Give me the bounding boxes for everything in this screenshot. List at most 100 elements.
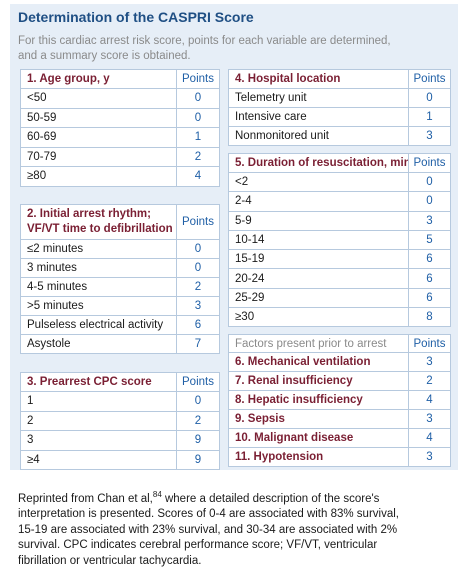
points-header: Points xyxy=(408,69,451,89)
row-points: 0 xyxy=(176,391,220,412)
row-label: 10-14 xyxy=(228,229,409,251)
row-label: ≥80 xyxy=(20,166,177,187)
row-points: 9 xyxy=(176,430,220,451)
row-points: 5 xyxy=(408,229,451,251)
footnote-text: 15-19 are associated with 23% survival, … xyxy=(18,523,398,536)
table-header-row: 3. Prearrest CPC score Points xyxy=(20,372,220,392)
row-label: 11. Hypotension xyxy=(228,447,409,467)
table-row: 5-9 3 xyxy=(228,210,451,231)
hospital-location-table: 4. Hospital location Points Telemetry un… xyxy=(228,69,451,146)
table-row: 10-14 5 xyxy=(228,229,451,251)
footnote-text: fibrillation or ventricular tachycardia. xyxy=(18,554,202,567)
row-label: 10. Malignant disease xyxy=(228,428,409,448)
table-row: 6. Mechanical ventilation 3 xyxy=(228,352,451,372)
row-points: 9 xyxy=(176,449,220,470)
row-points: 0 xyxy=(176,258,220,278)
row-points: 3 xyxy=(408,409,451,429)
footnote-line: interpretation is presented. Scores of 0… xyxy=(18,507,450,523)
row-label: 25-29 xyxy=(228,287,409,309)
table-header: 2. Initial arrest rhythm; VF/VT time to … xyxy=(20,204,177,240)
table-row: Asystole 7 xyxy=(20,334,220,354)
table-body: <2 0 2-4 0 5-9 3 10-14 5 15-19 6 20-24 6 25-29 6 ≥30 8 xyxy=(228,171,451,328)
footnote-line: Reprinted from Chan et al,84 where a det… xyxy=(18,487,450,507)
table-row: 8. Hepatic insufficiency 4 xyxy=(228,390,451,410)
row-label: 9. Sepsis xyxy=(228,409,409,429)
row-label: 20-24 xyxy=(228,268,409,289)
table-header: 5. Duration of resuscitation, min xyxy=(228,153,409,173)
table-header: 4. Hospital location xyxy=(228,69,409,89)
table-row: >5 minutes 3 xyxy=(20,296,220,316)
points-header: Points xyxy=(176,204,220,240)
row-points: 3 xyxy=(408,210,451,231)
figure-subtitle: For this cardiac arrest risk score, poin… xyxy=(18,34,391,64)
table-row: 4-5 minutes 2 xyxy=(20,277,220,297)
table-row: Nonmonitored unit 3 xyxy=(228,126,451,146)
row-label: 15-19 xyxy=(228,249,409,270)
row-label: ≤2 minutes xyxy=(20,239,177,259)
table-row: <2 0 xyxy=(228,171,451,193)
table-row: 50-59 0 xyxy=(20,107,220,128)
row-points: 6 xyxy=(176,315,220,335)
table-header-row: 5. Duration of resuscitation, min Points xyxy=(228,153,451,173)
footnote: Reprinted from Chan et al,84 where a det… xyxy=(18,487,450,569)
table-row: 15-19 6 xyxy=(228,249,451,270)
row-label: Nonmonitored unit xyxy=(228,126,409,146)
table-row: ≥80 4 xyxy=(20,166,220,187)
row-points: 4 xyxy=(176,166,220,187)
footnote-line: survival. CPC indicates cerebral perform… xyxy=(18,538,450,554)
table-row: 11. Hypotension 3 xyxy=(228,447,451,467)
footnote-text: interpretation is presented. Scores of 0… xyxy=(18,508,399,521)
table-row: <50 0 xyxy=(20,88,220,109)
table-header-line: 2. Initial arrest rhythm; xyxy=(27,208,151,220)
footnote-line: fibrillation or ventricular tachycardia. xyxy=(18,554,450,570)
points-header: Points xyxy=(176,372,220,392)
row-label: ≥4 xyxy=(20,449,177,470)
table-row: ≥30 8 xyxy=(228,307,451,328)
table-row: 70-79 2 xyxy=(20,146,220,167)
table-row: Intensive care 1 xyxy=(228,107,451,127)
table-header-row: 4. Hospital location Points xyxy=(228,69,451,89)
row-label: 3 minutes xyxy=(20,258,177,278)
table-row: 2-4 0 xyxy=(228,191,451,212)
row-points: 2 xyxy=(176,146,220,167)
table-header: Factors present prior to arrest xyxy=(228,334,409,353)
table-row: 60-69 1 xyxy=(20,127,220,148)
cpc-score-table: 3. Prearrest CPC score Points 1 0 2 2 3 9 ≥4 9 xyxy=(20,372,220,470)
table-header-row: 2. Initial arrest rhythm; VF/VT time to … xyxy=(20,204,220,240)
row-points: 0 xyxy=(176,239,220,259)
table-header-row: 1. Age group, y Points xyxy=(20,69,220,89)
row-label: 60-69 xyxy=(20,127,177,148)
table-row: 9. Sepsis 3 xyxy=(228,409,451,429)
row-points: 3 xyxy=(176,296,220,316)
row-points: 3 xyxy=(408,447,451,467)
footnote-text: survival. CPC indicates cerebral perform… xyxy=(18,539,378,552)
row-label: <50 xyxy=(20,88,177,109)
row-points: 0 xyxy=(408,191,451,212)
age-group-table: 1. Age group, y Points <50 0 50-59 0 60-69 1 7… xyxy=(20,69,220,187)
row-label: 2-4 xyxy=(228,191,409,212)
row-label: 7. Renal insufficiency xyxy=(228,371,409,391)
row-label: <2 xyxy=(228,171,409,193)
points-header: Points xyxy=(408,153,451,173)
row-label: >5 minutes xyxy=(20,296,177,316)
table-body: 1 0 2 2 3 9 ≥4 9 xyxy=(20,391,220,470)
table-header: 1. Age group, y xyxy=(20,69,177,89)
footnote-text: Reprinted from Chan et al, xyxy=(18,492,153,505)
row-points: 1 xyxy=(408,107,451,127)
row-label: Pulseless electrical activity xyxy=(20,315,177,335)
row-points: 2 xyxy=(176,277,220,297)
row-label: Intensive care xyxy=(228,107,409,127)
row-label: 4-5 minutes xyxy=(20,277,177,297)
row-points: 2 xyxy=(408,371,451,391)
row-label: 5-9 xyxy=(228,210,409,231)
row-points: 3 xyxy=(408,352,451,372)
row-points: 6 xyxy=(408,287,451,309)
table-row: 7. Renal insufficiency 2 xyxy=(228,371,451,391)
row-label: 2 xyxy=(20,410,177,431)
table-body: ≤2 minutes 0 3 minutes 0 4-5 minutes 2 >5 minu… xyxy=(20,239,220,354)
row-points: 4 xyxy=(408,390,451,410)
footnote-line: 15-19 are associated with 23% survival, … xyxy=(18,523,450,539)
